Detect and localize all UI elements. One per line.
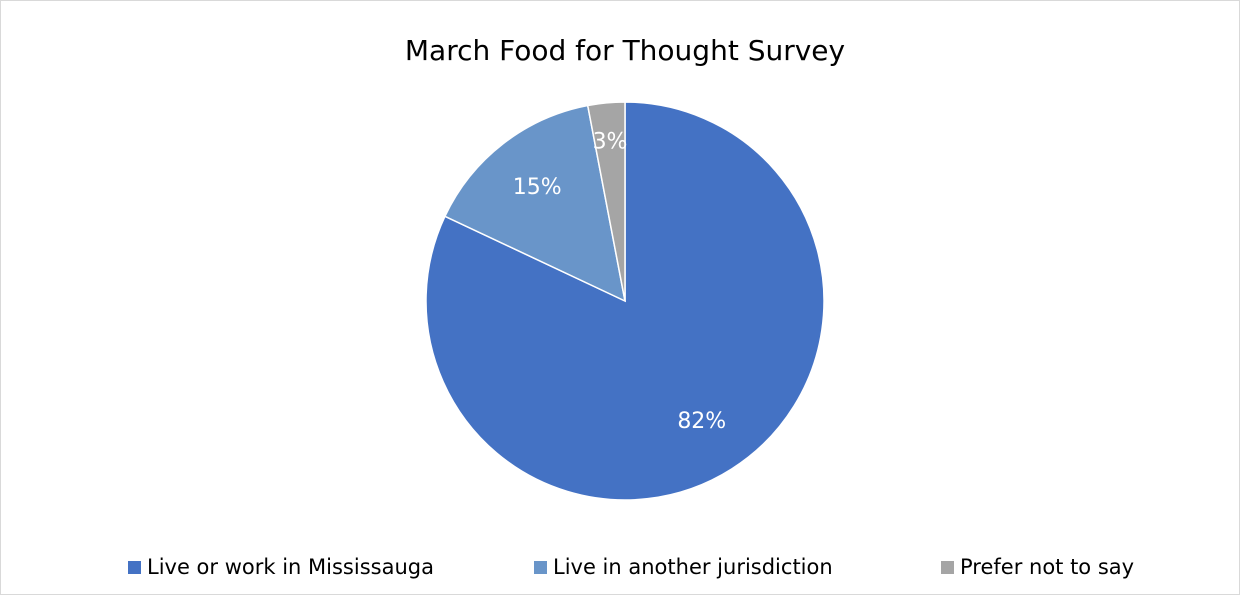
legend-label: Live or work in Mississauga <box>147 555 434 579</box>
legend-swatch <box>128 561 141 574</box>
data-label: 3% <box>593 130 628 155</box>
data-label: 82% <box>677 409 726 434</box>
data-label: 15% <box>513 175 562 200</box>
legend-swatch <box>534 561 547 574</box>
pie-slice <box>586 101 626 302</box>
legend-swatch <box>941 561 954 574</box>
chart-title: March Food for Thought Survey <box>405 34 845 67</box>
legend-label: Live in another jurisdiction <box>553 555 833 579</box>
pie-slice <box>443 104 627 303</box>
legend-label: Prefer not to say <box>960 555 1134 579</box>
